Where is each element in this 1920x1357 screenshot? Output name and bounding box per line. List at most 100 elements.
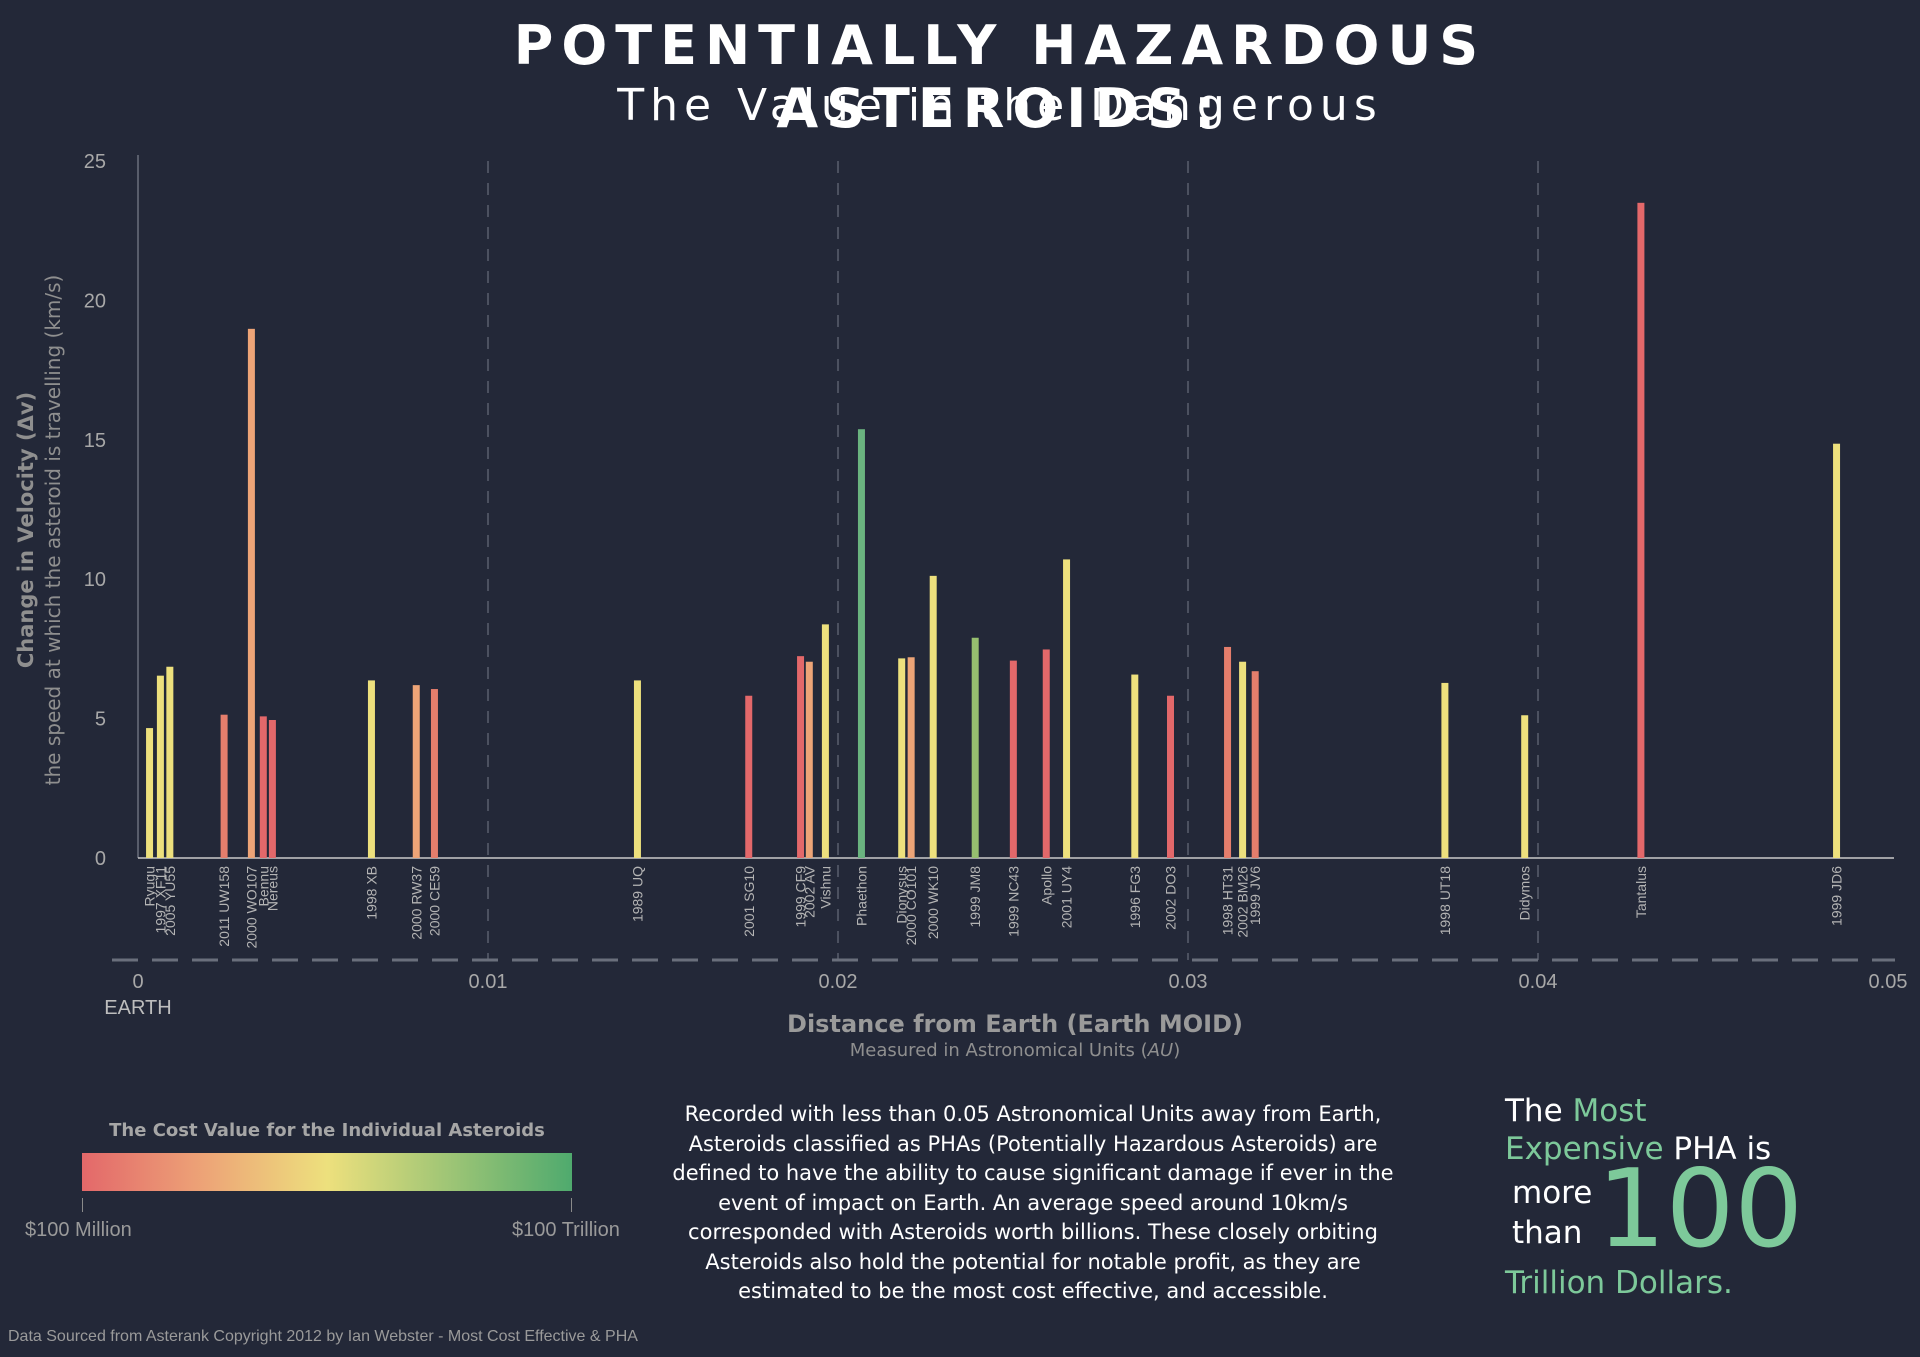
bar [430, 689, 438, 858]
legend-title: The Cost Value for the Individual Astero… [109, 1120, 545, 1141]
bar-label: 2002 AV [801, 865, 817, 918]
chart-title: POTENTIALLY HAZARDOUS ASTEROIDS: [513, 14, 1487, 140]
bar [971, 637, 979, 858]
bar [166, 666, 174, 858]
bar-label: 1998 UT18 [1437, 866, 1453, 935]
bar [1167, 695, 1174, 858]
callout-number: 100 [1597, 1147, 1804, 1272]
x-tick-label: 0.04 [1519, 971, 1558, 993]
bar-label: Ryugu [142, 866, 158, 906]
bar-label: Vishnu [817, 866, 833, 909]
bar-label: Bennu [255, 866, 271, 906]
x-tick-label: 0 [132, 971, 143, 993]
bar [1239, 661, 1247, 858]
y-tick-label: 5 [95, 709, 106, 731]
bar-label: 2001 UY4 [1059, 866, 1075, 928]
bar [259, 716, 267, 858]
bar-label: 2000 WO107 [243, 866, 259, 949]
y-axis-subtitle: the speed at which the asteroid is trave… [41, 275, 65, 786]
bar-label: 1996 FG3 [1127, 866, 1143, 928]
bar [247, 328, 255, 858]
bar-label: Dionysus [894, 866, 910, 924]
bar [1224, 646, 1232, 858]
bar [1131, 674, 1139, 858]
x-origin-label: EARTH [104, 997, 171, 1019]
y-tick-label: 25 [84, 151, 106, 173]
bar [857, 429, 865, 858]
footer-source: Data Sourced from Asterank Copyright 201… [8, 1328, 638, 1345]
legend-tick-max [571, 1198, 572, 1212]
callout-more: more [1512, 1175, 1593, 1211]
bar-label: 2011 UW158 [216, 866, 232, 947]
bar [1833, 443, 1841, 858]
y-tick-label: 20 [84, 290, 106, 312]
bar [745, 695, 753, 858]
bar-label: 1999 JV6 [1247, 866, 1263, 925]
bar-label: 2002 BM26 [1235, 866, 1251, 938]
cost-gradient-legend [82, 1153, 572, 1191]
description-text: Recorded with less than 0.05 Astronomica… [672, 1102, 1394, 1303]
bar [1521, 715, 1529, 858]
x-axis-title: Distance from Earth (Earth MOID) [787, 1010, 1243, 1038]
x-tick-labels: 0 0.01 0.02 0.03 0.04 0.05 [132, 971, 1907, 993]
callout-trillion: Trillion Dollars. [1505, 1265, 1733, 1301]
bar-label: Apollo [1038, 866, 1054, 905]
bar [412, 685, 420, 858]
bar-label: 2000 CE59 [426, 866, 442, 936]
bar [1042, 649, 1050, 858]
legend-max-label: $100 Trillion [512, 1219, 620, 1241]
bar-label: 1999 NC43 [1005, 866, 1021, 937]
bar-label: 1997 XF11 [152, 866, 168, 934]
callout-than: than [1512, 1215, 1583, 1251]
y-tick-labels: 0 5 10 15 20 25 [84, 151, 106, 870]
chart-subtitle: The Value in the Dangerous [617, 80, 1383, 131]
bar-label: 1989 UQ [629, 866, 645, 922]
x-axis-subtitle: Measured in Astronomical Units (AU) [850, 1040, 1180, 1061]
bar [797, 656, 805, 858]
bar-label: 2000 CO101 [903, 866, 919, 946]
y-axis-title: Change in Velocity (Δv) [14, 392, 38, 668]
bar-label: Tantalus [1633, 866, 1649, 918]
grid-lines [487, 161, 1539, 960]
legend-min-label: $100 Million [25, 1219, 132, 1241]
y-tick-label: 15 [84, 430, 106, 452]
bar [821, 624, 829, 858]
x-tick-label: 0.02 [819, 971, 858, 993]
bar [1063, 559, 1071, 858]
bar-label: 1999 JD6 [1829, 866, 1845, 926]
x-tick-label: 0.01 [469, 971, 508, 993]
bar [633, 680, 641, 858]
y-tick-label: 10 [84, 569, 106, 591]
bar-label: Nereus [264, 866, 280, 911]
bar [898, 658, 906, 858]
bar-label: Didymos [1517, 866, 1533, 920]
bar-label: 2000 RW37 [408, 866, 424, 940]
bars [146, 202, 1841, 858]
bar-label: 2002 DO3 [1163, 866, 1179, 930]
bar [1441, 682, 1449, 858]
bar [1009, 660, 1017, 858]
bar [268, 719, 276, 858]
bar-label: 2000 WK10 [925, 866, 941, 939]
legend-tick-min [82, 1198, 83, 1212]
bar-label: 1999 JM8 [967, 866, 983, 928]
bar-label: Phaethon [853, 866, 869, 926]
bar-label: 1999 CF9 [793, 866, 809, 928]
bar [907, 657, 915, 858]
callout-line-2: Expensive PHA is [1505, 1131, 1772, 1167]
bar-label: 1998 XB [363, 866, 379, 920]
bar [146, 728, 154, 858]
callout-line-1: The Most [1505, 1093, 1647, 1129]
bar [367, 680, 375, 858]
bar-label: 2001 SG10 [741, 866, 757, 937]
bar-label: 2005 YU55 [162, 866, 178, 936]
x-tick-label: 0.05 [1869, 971, 1908, 993]
bar [220, 714, 228, 858]
bar [929, 575, 937, 858]
bar [1637, 202, 1645, 858]
bar [156, 675, 164, 858]
x-tick-label: 0.03 [1169, 971, 1208, 993]
axes [112, 155, 1895, 962]
